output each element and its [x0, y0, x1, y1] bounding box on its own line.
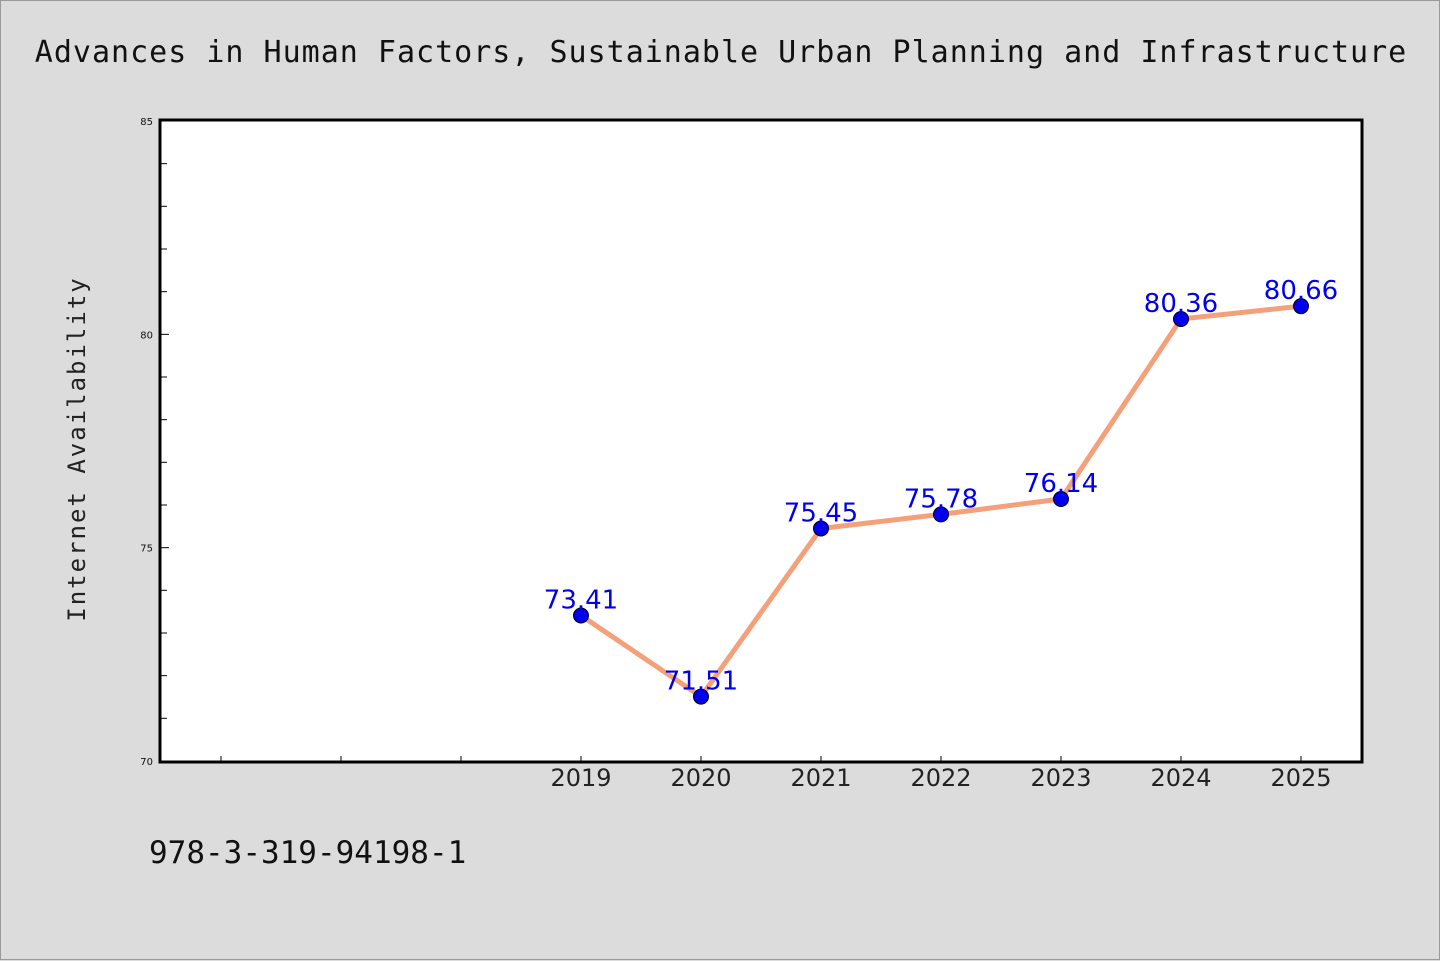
data-point [1053, 491, 1069, 508]
data-label: 76.14 [1024, 469, 1098, 499]
data-label: 80.36 [1144, 289, 1218, 319]
data-label: 71.51 [664, 667, 738, 697]
y-tick-label: 80 [140, 330, 153, 341]
series-points [573, 298, 1309, 705]
x-tick-label: 2024 [1150, 764, 1211, 792]
data-point [693, 688, 709, 705]
y-tick-label: 75 [140, 544, 153, 555]
x-axis-ticks: 2019 2020 2021 2022 2023 2024 2025 [220, 756, 1332, 792]
data-label: 73.41 [544, 586, 618, 616]
x-tick-label: 2021 [790, 764, 851, 792]
x-tick-label: 2020 [670, 764, 731, 792]
x-tick-label: 2022 [910, 764, 971, 792]
y-axis-ticks: 70 75 80 85 [140, 117, 169, 768]
series-labels: 73.41 71.51 75.45 75.78 76.14 80.36 80.66 [544, 276, 1338, 696]
y-tick-label: 85 [140, 117, 153, 128]
isbn-text: 978-3-319-94198-1 [149, 835, 467, 871]
x-tick-label: 2025 [1270, 764, 1331, 792]
data-point [933, 506, 949, 523]
y-tick-label: 70 [140, 757, 153, 768]
data-label: 80.66 [1264, 276, 1338, 306]
x-tick-label: 2019 [550, 764, 611, 792]
data-label: 75.78 [904, 484, 978, 514]
data-point [1173, 310, 1189, 327]
data-point [573, 607, 589, 624]
chart-title: Advances in Human Factors, Sustainable U… [34, 35, 1408, 70]
data-label: 75.45 [784, 498, 858, 528]
data-point [1293, 298, 1309, 315]
x-tick-label: 2023 [1030, 764, 1091, 792]
data-point [813, 520, 829, 537]
plot-frame [158, 118, 1364, 764]
